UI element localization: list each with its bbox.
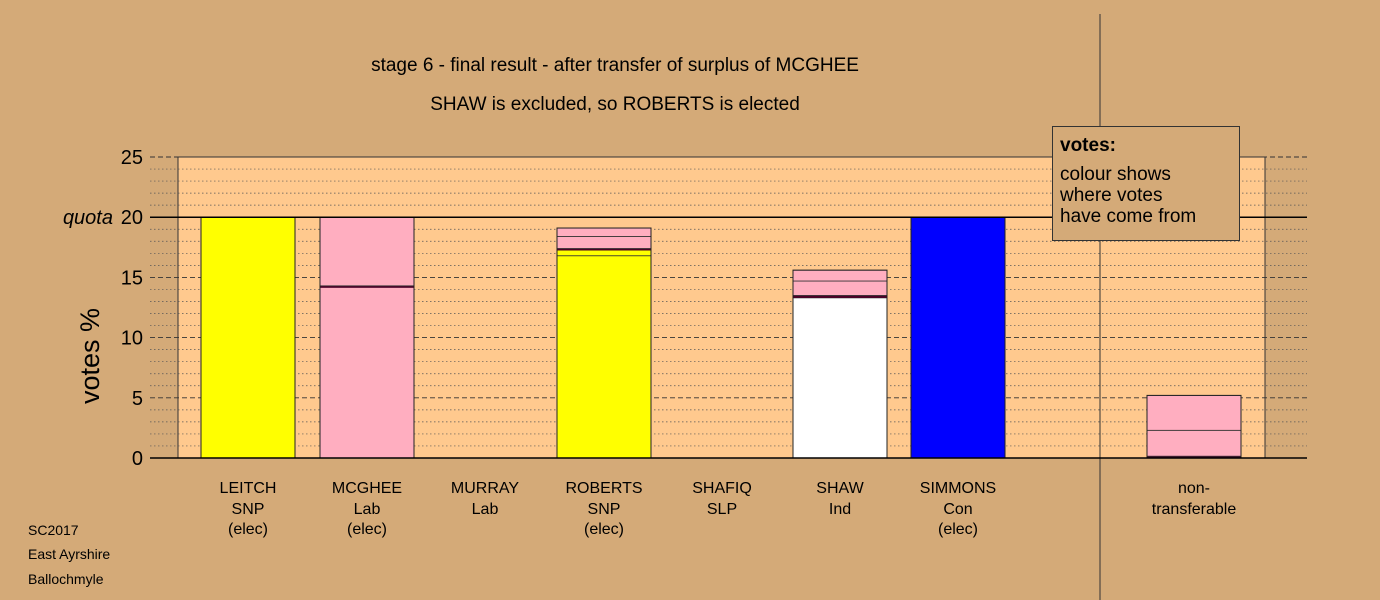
x-tick-label: ROBERTS SNP (elec) [544, 479, 664, 541]
y-tick-label: 0 [132, 448, 143, 470]
bar-segment [556, 255, 652, 459]
bar-segment [1146, 394, 1242, 431]
x-tick-label-line: (elec) [583, 521, 624, 538]
bar-segment [320, 285, 414, 288]
bar-segment [556, 227, 652, 237]
x-tick-label-line: transferable [1151, 500, 1237, 518]
x-tick-label: SIMMONS Con (elec) [898, 479, 1018, 541]
bar-segment [319, 216, 415, 287]
x-tick-label-line: MURRAY [450, 480, 520, 497]
bar-segment [793, 295, 887, 298]
chart-title: stage 6 - final result - after transfer … [371, 55, 859, 76]
bar-segment [1147, 456, 1241, 459]
footer-ward: Ballochmyle [28, 571, 104, 587]
y-axis-label: votes % [75, 308, 105, 404]
x-tick-label-line: (elec) [937, 521, 978, 538]
quota-label: quota [63, 207, 113, 229]
bar-segment [557, 248, 651, 251]
footer-council: East Ayrshire [28, 546, 111, 562]
x-tick-label-line: (elec) [227, 521, 268, 538]
footer-election: SC2017 [28, 522, 79, 538]
x-tick-label-line: ROBERTS [565, 480, 643, 497]
y-tick-label: 15 [121, 267, 143, 289]
x-tick-label-line: non- [1177, 480, 1211, 497]
bar-segment [319, 286, 415, 459]
x-tick-label: MURRAY Lab [425, 479, 545, 520]
bar-segment [792, 269, 888, 282]
y-tick-label: 20 [121, 207, 143, 229]
bar-segment [910, 216, 1006, 459]
x-tick-label-line: SNP [231, 500, 265, 518]
x-tick-label-line: Con [943, 500, 973, 518]
legend-box: votes: colour shows where votes have com… [1052, 126, 1240, 241]
bar-segment [1146, 429, 1242, 457]
x-tick-label: SHAW Ind [780, 479, 900, 520]
x-tick-label-line: (elec) [346, 521, 387, 538]
x-tick-label-line: SHAW [816, 480, 864, 497]
x-tick-label: SHAFIQ SLP [662, 479, 782, 520]
legend-heading: votes: [1060, 135, 1116, 156]
bar-segment [792, 280, 888, 296]
legend-line: colour shows [1060, 164, 1171, 185]
x-tick-label-line: LEITCH [219, 480, 277, 497]
legend-line: where votes [1060, 185, 1163, 206]
x-tick-label: non-transferable [1134, 479, 1254, 520]
legend-line: have come from [1060, 206, 1197, 227]
y-tick-label: 5 [132, 388, 143, 410]
y-tick-label: 25 [121, 147, 143, 169]
x-tick-label-line: Ind [828, 500, 852, 518]
chart-subtitle: SHAW is excluded, so ROBERTS is elected [430, 94, 800, 115]
x-tick-label-line: SNP [587, 500, 621, 518]
bar-segment [556, 249, 652, 257]
x-tick-label-line: SHAFIQ [692, 480, 752, 497]
x-tick-label: MCGHEE Lab (elec) [307, 479, 427, 541]
bar-segment [556, 236, 652, 249]
x-tick-label-line: Lab [353, 500, 381, 518]
x-tick-label-line: SIMMONS [919, 480, 997, 497]
x-tick-label-line: SLP [706, 500, 738, 518]
x-tick-label: LEITCH SNP (elec) [188, 479, 308, 541]
x-tick-label-line: Lab [471, 500, 499, 518]
y-tick-label: 10 [121, 328, 143, 350]
bar-segment [200, 216, 296, 459]
bar-segment [792, 297, 888, 459]
x-tick-label-line: MCGHEE [331, 480, 403, 497]
